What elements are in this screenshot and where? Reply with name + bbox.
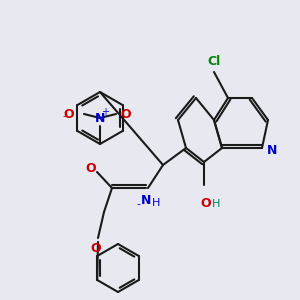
Text: -: - [62,111,66,121]
Text: O: O [63,107,74,121]
Text: Cl: Cl [207,55,220,68]
Text: O: O [91,242,101,255]
Text: -: - [136,199,140,209]
Text: N: N [267,143,278,157]
Text: +: + [101,107,109,117]
Text: H: H [152,198,160,208]
Text: O: O [86,161,96,175]
Text: O: O [201,197,211,210]
Text: N: N [95,112,105,124]
Text: H: H [212,199,220,209]
Text: O: O [120,107,130,121]
Text: N: N [141,194,151,207]
